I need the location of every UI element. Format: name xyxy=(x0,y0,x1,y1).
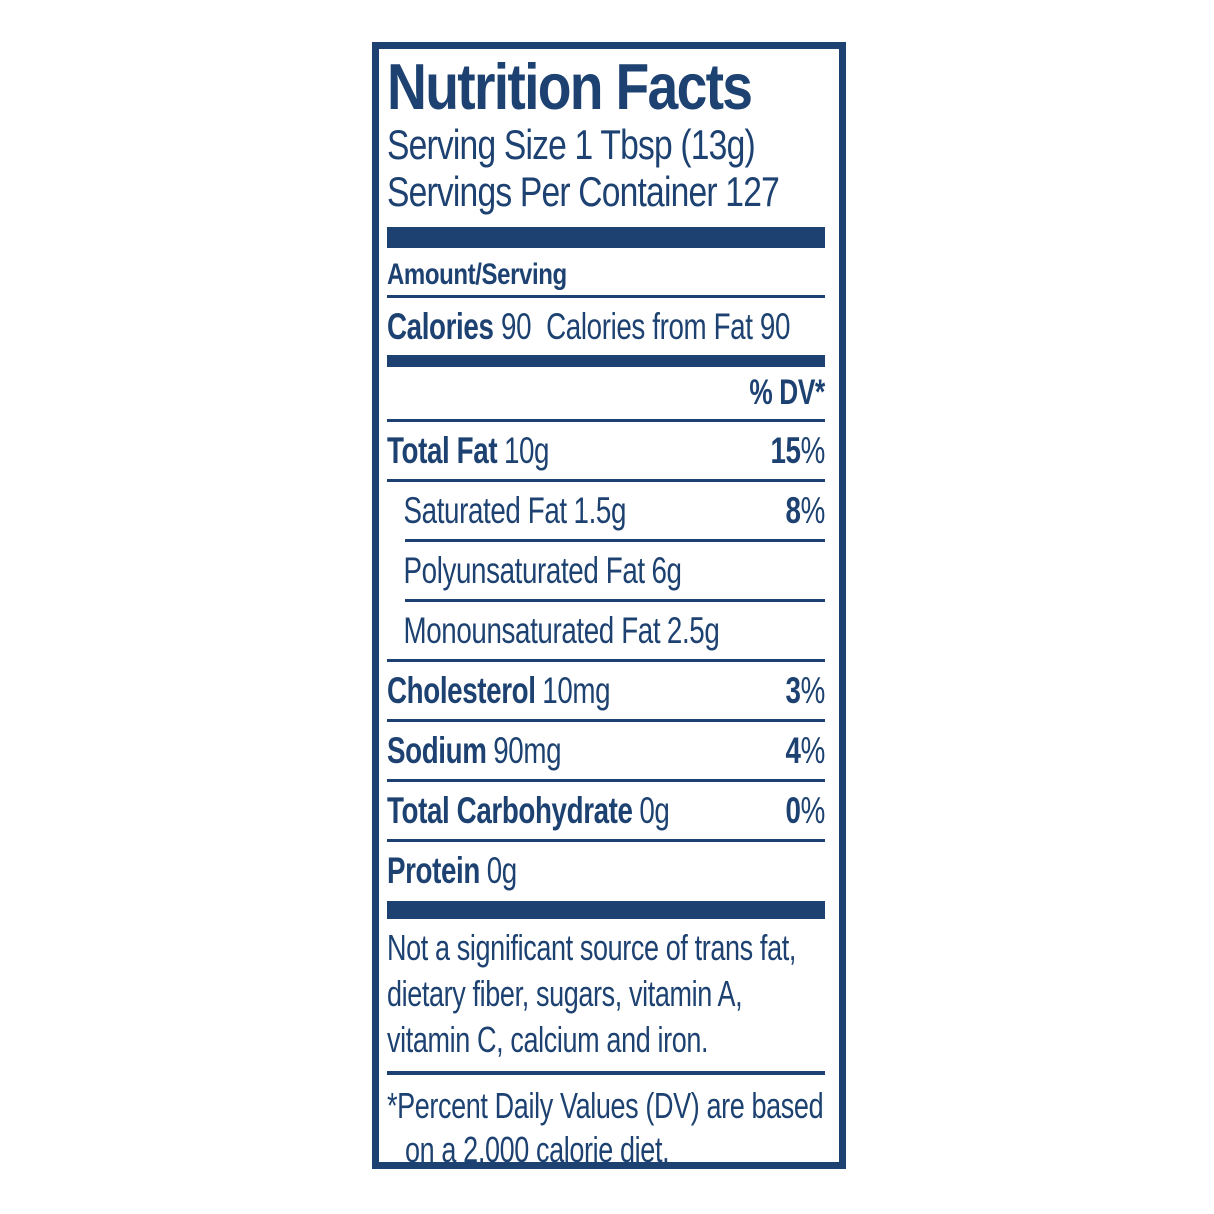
nutrient-amount: 6g xyxy=(651,549,682,591)
separator-line xyxy=(387,479,825,483)
nutrition-facts-label: Nutrition Facts Serving Size 1 Tbsp (13g… xyxy=(372,42,846,1169)
separator-line xyxy=(387,839,825,843)
separator-line-indented xyxy=(405,539,825,543)
nutrient-row-monounsaturated-fat: Monounsaturated Fat 2.5g xyxy=(387,602,825,659)
percent-dv-header: % DV* xyxy=(749,373,826,413)
nutrient-dv: 15% xyxy=(770,429,825,471)
calories-from-fat: Calories from Fat 90 xyxy=(546,305,791,347)
separator-line xyxy=(387,719,825,723)
nutrient-name: Protein xyxy=(387,849,480,891)
nutrient-amount: 0g xyxy=(639,789,670,831)
nutrient-dv: 8% xyxy=(785,489,826,531)
not-significant-note: Not a significant source of trans fat, d… xyxy=(387,925,825,1063)
note-line: dietary fiber, sugars, vitamin A, xyxy=(387,973,743,1015)
nutrient-dv: 4% xyxy=(785,729,826,771)
nutrient-row-polyunsaturated-fat: Polyunsaturated Fat 6g xyxy=(387,542,825,599)
nutrient-amount: 10g xyxy=(503,429,550,471)
nutrient-dv: 3% xyxy=(785,669,826,711)
section-divider-bar xyxy=(387,901,825,920)
nutrient-amount: 1.5g xyxy=(573,489,627,531)
nutrient-row-sodium: Sodium 90mg 4% xyxy=(387,722,825,779)
calories-row: Calories 90 Calories from Fat 90 xyxy=(387,298,825,355)
nutrient-name: Cholesterol xyxy=(387,669,536,711)
nutrient-name: Saturated Fat xyxy=(403,489,568,531)
separator-line xyxy=(387,1071,825,1076)
calories-label: Calories xyxy=(387,305,494,347)
nutrient-name: Monounsaturated Fat xyxy=(403,609,661,651)
separator-line xyxy=(387,659,825,663)
nutrient-row-saturated-fat: Saturated Fat 1.5g 8% xyxy=(387,482,826,539)
nutrient-row-cholesterol: Cholesterol 10mg 3% xyxy=(387,662,825,719)
nutrient-name: Total Carbohydrate xyxy=(387,789,633,831)
nutrient-name: Sodium xyxy=(387,729,487,771)
serving-size: Serving Size 1 Tbsp (13g) xyxy=(387,121,756,169)
daily-values-footnote: *Percent Daily Values (DV) are based on … xyxy=(387,1084,825,1169)
nutrient-name: Polyunsaturated Fat xyxy=(403,549,646,591)
servings-per-container: Servings Per Container 127 xyxy=(387,168,780,216)
section-divider-bar xyxy=(387,355,825,368)
nutrient-row-total-carbohydrate: Total Carbohydrate 0g 0% xyxy=(387,782,825,839)
footnote-line: on a 2,000 calorie diet. xyxy=(405,1129,670,1169)
nutrient-dv: 0% xyxy=(785,789,826,831)
nutrient-amount: 0g xyxy=(486,849,517,891)
footnote-line: *Percent Daily Values (DV) are based xyxy=(387,1085,824,1127)
nutrient-name: Total Fat xyxy=(387,429,498,471)
section-divider-bar xyxy=(387,227,825,249)
separator-line xyxy=(387,419,825,423)
nutrient-amount: 2.5g xyxy=(666,609,720,651)
nutrient-row-total-fat: Total Fat 10g 15% xyxy=(387,422,825,479)
separator-line xyxy=(387,779,825,783)
nutrient-amount: 10mg xyxy=(542,669,611,711)
nutrient-amount: 90mg xyxy=(493,729,562,771)
amount-per-serving-header: Amount/Serving xyxy=(387,258,567,292)
note-line: vitamin C, calcium and iron. xyxy=(387,1019,709,1061)
calories-value: 90 xyxy=(501,305,532,347)
note-line: Not a significant source of trans fat, xyxy=(387,927,796,969)
nutrient-row-protein: Protein 0g xyxy=(387,842,825,899)
separator-line xyxy=(387,295,825,299)
label-title: Nutrition Facts xyxy=(387,50,753,123)
separator-line-indented xyxy=(405,599,825,603)
